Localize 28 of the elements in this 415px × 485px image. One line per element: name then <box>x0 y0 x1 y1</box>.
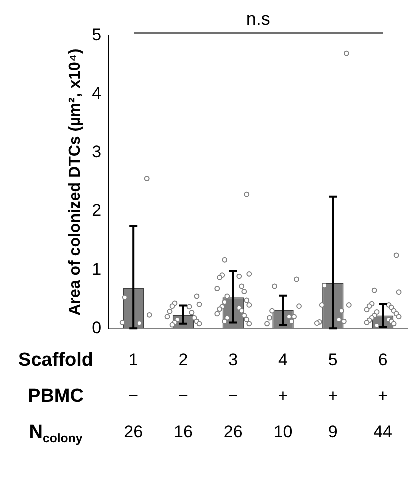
x-axis-title: Scaffold <box>18 350 94 371</box>
y-axis-title: Area of colonized DTCs (µm², x10⁴) <box>67 48 84 316</box>
text: 16 <box>174 422 193 442</box>
text: 9 <box>328 422 338 442</box>
text: − <box>228 386 238 406</box>
text: 44 <box>374 422 393 442</box>
x-tick-label: 5 <box>328 350 338 370</box>
text: n.s <box>246 8 270 29</box>
y-tick-label: 4 <box>92 84 102 104</box>
x-tick-label: 4 <box>278 350 288 370</box>
y-tick-label: 2 <box>92 201 102 220</box>
text: + <box>378 386 388 406</box>
y-tick-label: 1 <box>92 260 102 279</box>
text: + <box>278 386 288 406</box>
x-tick-label: 3 <box>228 350 238 370</box>
x-tick-label: 6 <box>378 350 388 370</box>
text: 10 <box>274 422 293 442</box>
text: − <box>128 386 139 406</box>
x-tick-label: 1 <box>128 350 138 370</box>
y-tick-label: 0 <box>92 318 102 338</box>
x-tick-label: 2 <box>178 350 188 370</box>
text: + <box>328 386 338 406</box>
text: 26 <box>124 422 144 442</box>
text: 26 <box>224 422 243 442</box>
y-tick-label: 5 <box>92 26 102 45</box>
text: PBMC <box>28 386 84 407</box>
y-tick-label: 3 <box>92 142 102 162</box>
text: − <box>178 386 189 406</box>
